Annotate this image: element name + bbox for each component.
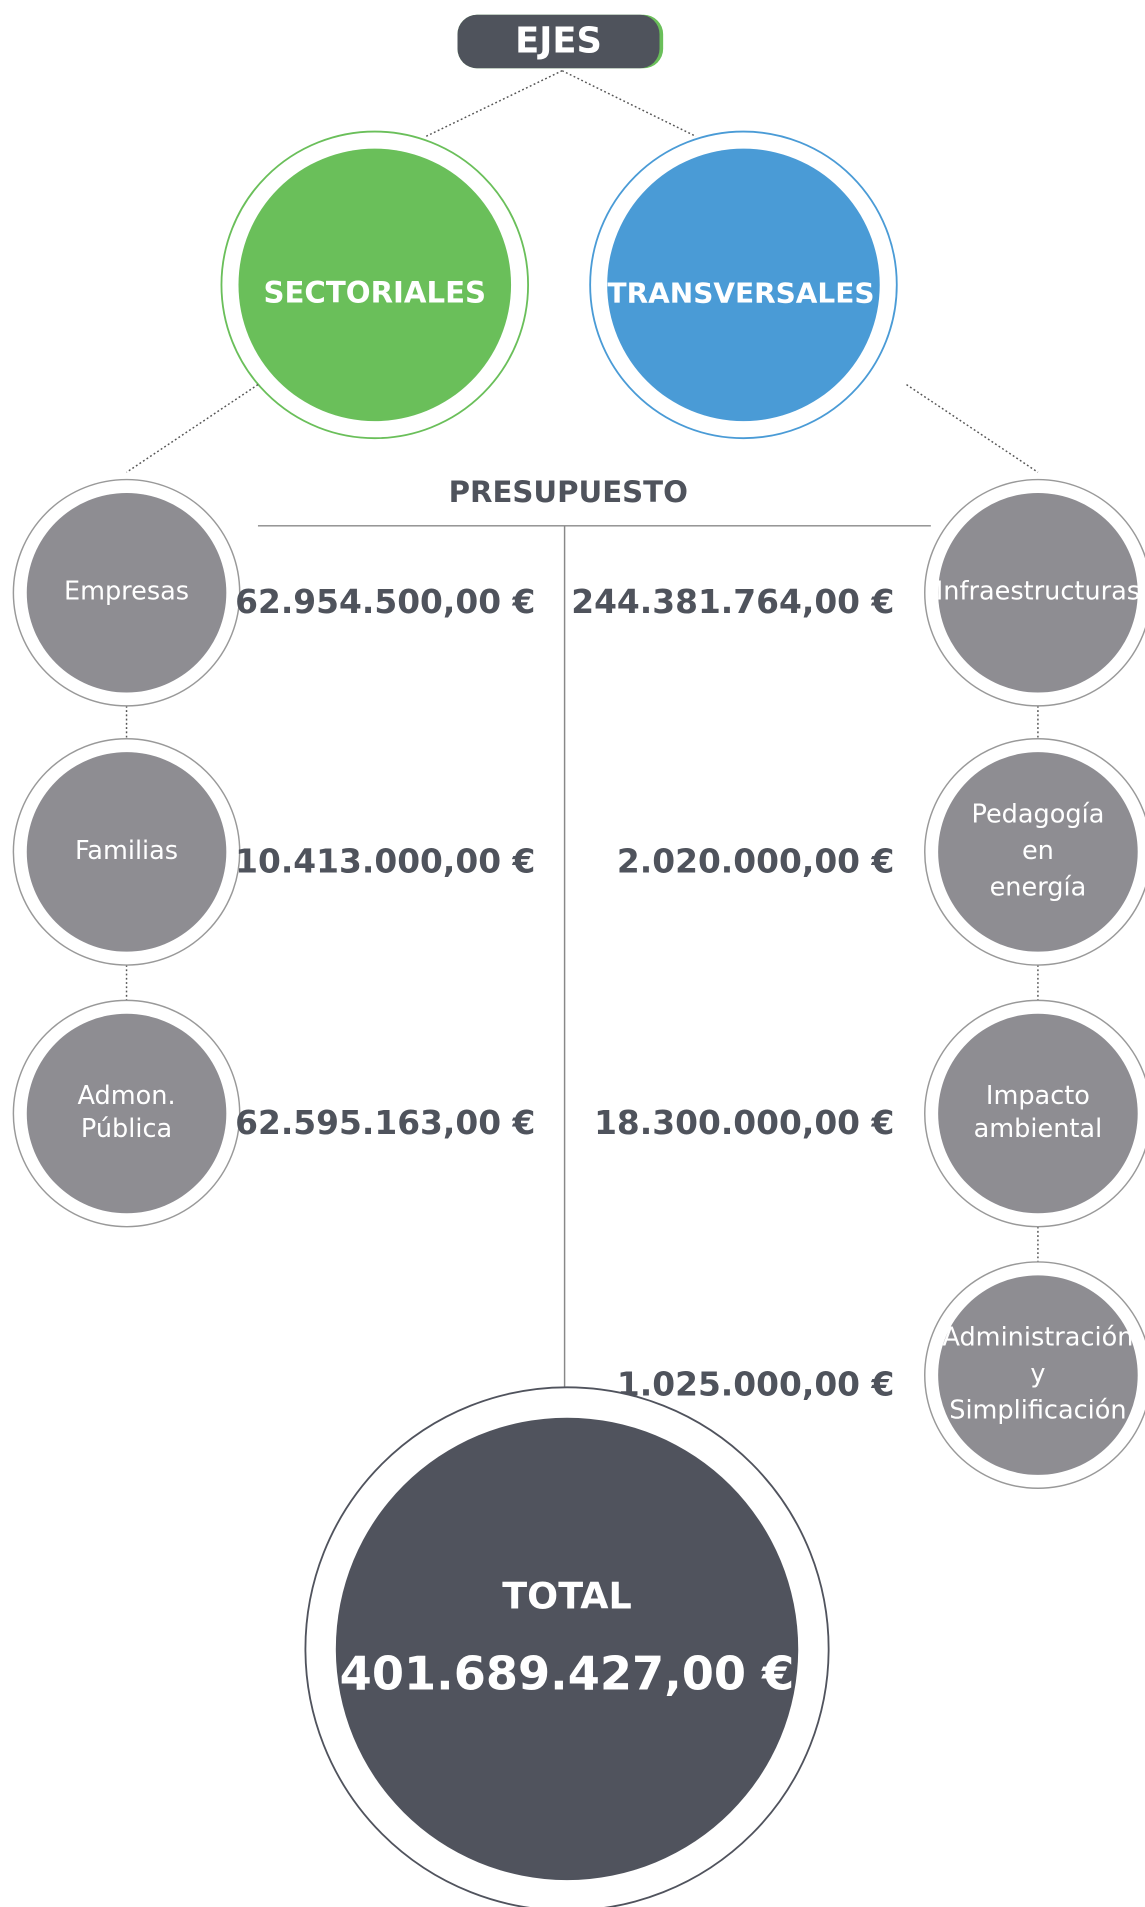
branch-circle <box>607 148 880 422</box>
item-label: Empresas <box>64 577 189 607</box>
item-circle <box>26 752 227 952</box>
item-amount: 244.381.764,00 € <box>571 583 894 621</box>
item-amount: 10.413.000,00 € <box>235 842 535 880</box>
item-label: y <box>1030 1359 1045 1389</box>
connector <box>425 70 563 138</box>
item-label: Infraestructuras <box>936 577 1140 607</box>
item-circle <box>26 1013 227 1214</box>
item-label: Familias <box>75 836 178 866</box>
total-circle <box>335 1417 799 1881</box>
connector <box>561 70 697 138</box>
item-amount: 62.595.163,00 € <box>235 1104 535 1142</box>
header-title: EJES <box>515 21 602 62</box>
item-label: Impacto <box>986 1081 1090 1111</box>
item-circle <box>26 492 227 693</box>
item-label: ambiental <box>974 1114 1103 1144</box>
branch-label: SECTORIALES <box>263 276 486 310</box>
item-circle <box>938 752 1138 952</box>
item-label: energía <box>990 872 1087 902</box>
item-amount: 62.954.500,00 € <box>235 583 535 621</box>
item-label: Pública <box>81 1114 172 1144</box>
branch-label: TRANSVERSALES <box>608 277 875 310</box>
item-circle <box>938 1013 1138 1214</box>
item-label: en <box>1022 836 1054 866</box>
item-label: Simplificación <box>949 1396 1126 1426</box>
total-amount: 401.689.427,00 € <box>340 1646 795 1700</box>
item-amount: 18.300.000,00 € <box>594 1104 894 1142</box>
header-pill <box>457 14 660 69</box>
item-label: Admon. <box>78 1081 176 1111</box>
budget-heading: PRESUPUESTO <box>449 475 688 509</box>
connector <box>906 384 1039 473</box>
item-label: Administración <box>942 1323 1133 1353</box>
item-circle <box>938 492 1138 693</box>
total-label: TOTAL <box>502 1574 631 1617</box>
item-amount: 2.020.000,00 € <box>617 842 894 880</box>
item-circle <box>938 1275 1138 1475</box>
item-label: Pedagogía <box>971 799 1104 829</box>
item-amount: 1.025.000,00 € <box>617 1366 894 1404</box>
connector <box>126 384 259 473</box>
branch-circle <box>238 148 512 422</box>
